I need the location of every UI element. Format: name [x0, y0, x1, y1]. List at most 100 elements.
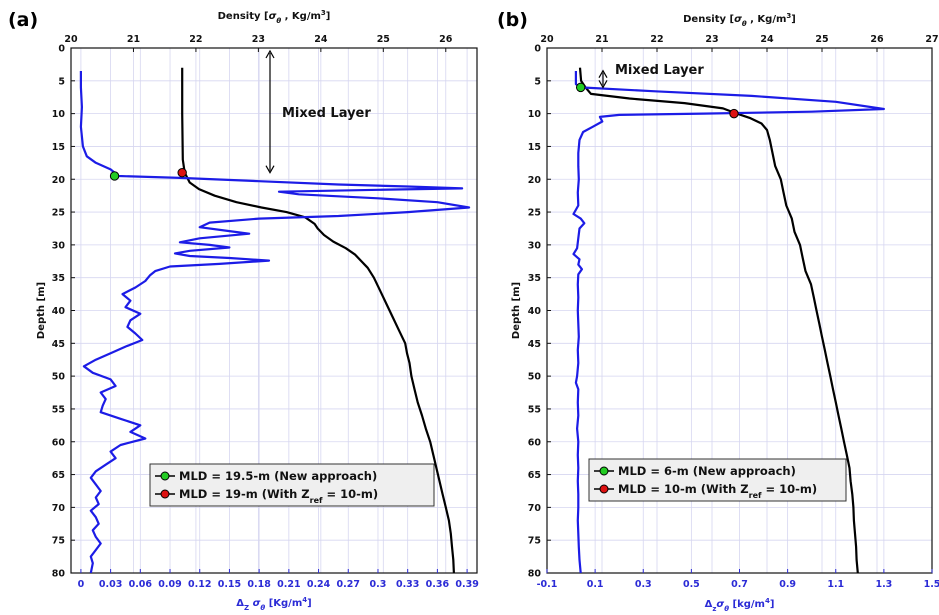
x-top-tick-label: 24	[760, 34, 774, 45]
legend-label: MLD = 6-m (New approach)	[618, 464, 796, 478]
x-bottom-tick-label: 0.7	[731, 579, 748, 590]
x-bottom-tick-label: 0.3	[370, 579, 387, 590]
y-tick-label: 30	[528, 240, 542, 251]
y-tick-label: 15	[52, 142, 65, 153]
arrow-head-down	[598, 80, 608, 89]
xlabel-theta: θ	[260, 604, 265, 612]
y-tick-label: 10	[528, 109, 542, 120]
x-bottom-tick-label: 0.33	[396, 579, 419, 590]
x-bottom-tick-label: 0.09	[158, 579, 181, 590]
x-top-axis-title: Density [σθ , Kg/m3]	[683, 12, 796, 28]
xlabel-delta: Δ	[236, 598, 244, 609]
title-exp: 3	[786, 12, 791, 20]
density-profile-line	[578, 67, 859, 573]
x-top-tick-label: 21	[595, 34, 608, 45]
y-tick-label: 25	[528, 208, 541, 219]
legend-label-tail: = 10-m)	[762, 482, 818, 496]
xlabel-sub: Z	[244, 604, 249, 612]
title-close: ]	[326, 11, 331, 22]
legend-b: MLD = 6-m (New approach) MLD = 10-m (With…	[588, 458, 847, 502]
x-bottom-tick-label: 1.1	[827, 579, 844, 590]
y-tick-label: 65	[52, 470, 65, 481]
y-tick-label: 80	[528, 569, 542, 580]
y-tick-label: 30	[52, 240, 66, 251]
legend-marker	[160, 471, 170, 481]
x-top-tick-label: 22	[189, 34, 202, 45]
y-tick-label: 40	[528, 306, 542, 317]
xlabel-exp: 4	[302, 596, 307, 604]
y-tick-label: 70	[528, 503, 542, 514]
y-axis-title: Depth [m]	[36, 282, 47, 339]
y-tick-label: 80	[52, 569, 66, 580]
x-bottom-tick-label: 0.12	[188, 579, 211, 590]
mld-new-approach-marker	[575, 82, 586, 93]
y-tick-label: 20	[52, 175, 66, 186]
title-part: Density [	[683, 14, 734, 25]
x-top-tick-label: 20	[540, 34, 554, 45]
xlabel-sigma: σ	[716, 599, 724, 610]
title-theta: θ	[276, 17, 281, 25]
xlabel-close: ]	[770, 599, 775, 610]
legend-label-sub: ref	[310, 496, 323, 505]
arrow-head-up	[265, 49, 275, 59]
legend-marker	[599, 466, 609, 476]
xlabel-unit: [kg/m	[729, 599, 765, 610]
y-tick-label: 50	[52, 372, 66, 383]
x-bottom-tick-label: -0.1	[537, 579, 558, 590]
x-bottom-tick-label: 0.36	[426, 579, 450, 590]
x-top-tick-label: 26	[439, 34, 453, 45]
x-top-tick-label: 27	[925, 34, 938, 45]
title-close: ]	[791, 14, 796, 25]
x-top-tick-label: 25	[815, 34, 828, 45]
legend-marker	[160, 489, 170, 499]
y-tick-label: 50	[528, 372, 542, 383]
x-bottom-tick-label: 0.3	[635, 579, 652, 590]
mld-new-approach-marker	[109, 171, 120, 181]
xlabel-sigma: σ	[249, 598, 260, 609]
title-theta: θ	[742, 20, 747, 28]
y-tick-label: 70	[52, 503, 66, 514]
xlabel-theta: θ	[724, 605, 729, 613]
mixed-layer-label: Mixed Layer	[615, 63, 704, 78]
y-axis-title: Depth [m]	[511, 282, 522, 339]
y-tick-label: 65	[528, 470, 541, 481]
y-tick-label: 5	[534, 76, 541, 87]
xlabel-sub: z	[712, 605, 716, 613]
title-sigma: σ	[734, 14, 742, 25]
x-bottom-tick-label: 0.27	[337, 579, 360, 590]
title-sigma: σ	[269, 11, 277, 22]
y-tick-label: 45	[52, 339, 65, 350]
x-bottom-tick-label: 0	[78, 579, 85, 590]
panel-label-b: (b)	[497, 9, 528, 31]
x-top-tick-label: 23	[705, 34, 718, 45]
legend-label: MLD = 19.5-m (New approach)	[179, 469, 377, 483]
xlabel-unit: [Kg/m	[265, 598, 302, 609]
y-tick-label: 60	[528, 437, 542, 448]
y-tick-label: 45	[528, 339, 541, 350]
x-top-tick-label: 20	[64, 34, 78, 45]
y-tick-label: 55	[528, 404, 541, 415]
mixed-layer-label: Mixed Layer	[282, 106, 371, 121]
y-tick-label: 35	[52, 273, 65, 284]
x-bottom-tick-label: 0.03	[99, 579, 122, 590]
legend-label: MLD = 10-m (With Zref = 10-m)	[618, 482, 817, 500]
legend-label: MLD = 19-m (With Zref = 10-m)	[179, 487, 378, 505]
y-tick-label: 0	[58, 44, 65, 55]
panel-b: 0 5 10 15 20 25 30 35 40 45 50 55 60 65 70 75 80 20 21 22 23…	[497, 9, 939, 613]
x-bottom-tick-label: 0.24	[307, 579, 331, 590]
y-tick-label: 75	[528, 536, 541, 547]
x-bottom-tick-label: 0.06	[129, 579, 153, 590]
density-gradient-line	[572, 71, 885, 573]
legend-label-main: MLD = 10-m (With Z	[618, 482, 749, 496]
legend-box	[149, 463, 435, 507]
x-top-tick-label: 25	[377, 34, 390, 45]
xlabel-delta: Δ	[705, 599, 713, 610]
legend-label-main: MLD = 19-m (With Z	[179, 487, 310, 501]
density-gradient-line	[79, 71, 471, 573]
x-bottom-axis-title: Δzσθ [kg/m4]	[705, 597, 775, 613]
title-part: Density [	[218, 11, 269, 22]
arrow-head-down	[265, 165, 275, 174]
y-tick-label: 55	[52, 404, 65, 415]
legend-box	[588, 458, 847, 502]
